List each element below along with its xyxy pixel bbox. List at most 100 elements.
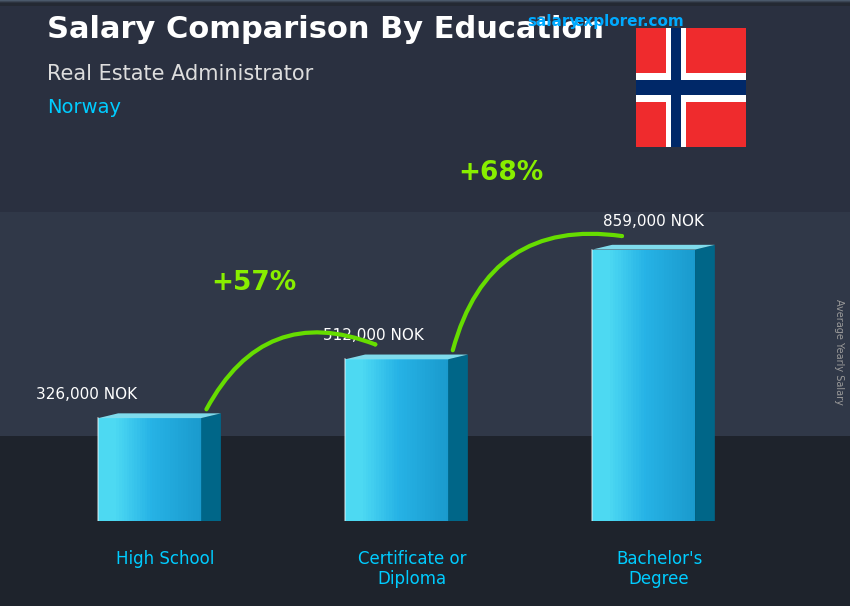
Bar xyxy=(0,2,850,5)
Bar xyxy=(0,1,850,4)
Bar xyxy=(0,1,850,4)
Bar xyxy=(109,418,111,521)
Bar xyxy=(0,1,850,4)
Text: 512,000 NOK: 512,000 NOK xyxy=(323,328,423,344)
Bar xyxy=(0,1,850,4)
Bar xyxy=(0,2,850,5)
Bar xyxy=(0,0,850,3)
Bar xyxy=(0,3,850,6)
Bar xyxy=(0,1,850,4)
Bar xyxy=(412,359,415,521)
Bar xyxy=(366,359,369,521)
Bar xyxy=(101,418,104,521)
Bar xyxy=(0,2,850,5)
Bar xyxy=(0,1,850,4)
Bar xyxy=(0,2,850,5)
Polygon shape xyxy=(592,245,715,250)
Bar xyxy=(0,2,850,5)
Bar xyxy=(0,2,850,5)
Bar xyxy=(0,3,850,6)
Bar xyxy=(0,1,850,4)
Bar xyxy=(132,418,135,521)
Bar xyxy=(0,1,850,4)
Bar xyxy=(670,250,672,521)
Bar xyxy=(114,418,116,521)
Bar xyxy=(0,3,850,6)
Bar xyxy=(0,1,850,4)
Bar xyxy=(675,250,677,521)
Bar xyxy=(0,2,850,5)
Bar xyxy=(0,0,850,3)
Bar xyxy=(0,1,850,4)
Bar xyxy=(0,1,850,4)
Bar xyxy=(0,1,850,4)
Bar xyxy=(680,250,683,521)
Bar xyxy=(374,359,377,521)
Bar xyxy=(0,2,850,5)
Bar xyxy=(0,1,850,4)
Bar xyxy=(0,2,850,5)
Bar xyxy=(0,1,850,4)
Bar xyxy=(0,2,850,5)
Bar xyxy=(0,2,850,5)
Bar xyxy=(116,418,119,521)
Bar xyxy=(0,1,850,4)
Bar xyxy=(0,1,850,4)
Bar xyxy=(618,250,621,521)
Bar xyxy=(0,1,850,4)
Bar xyxy=(0,1,850,4)
Bar xyxy=(175,418,178,521)
Bar xyxy=(0,0,850,3)
Bar xyxy=(0,1,850,4)
Bar xyxy=(646,250,649,521)
Bar xyxy=(666,250,670,521)
Bar xyxy=(0,2,850,5)
Bar xyxy=(0,3,850,6)
Bar xyxy=(139,418,143,521)
Bar xyxy=(0,1,850,4)
Bar xyxy=(152,418,156,521)
Bar xyxy=(0,2,850,5)
Bar xyxy=(137,418,140,521)
Bar xyxy=(0,1,850,4)
Bar xyxy=(0,2,850,5)
Bar xyxy=(0,2,850,5)
Bar xyxy=(0,2,850,5)
Bar xyxy=(410,359,412,521)
Bar xyxy=(0,3,850,6)
Bar xyxy=(608,250,610,521)
Bar xyxy=(0,0,850,3)
Bar xyxy=(0,1,850,4)
Text: Bachelor's
Degree: Bachelor's Degree xyxy=(616,550,702,588)
Bar xyxy=(0,2,850,5)
Bar xyxy=(180,418,184,521)
Bar xyxy=(0,1,850,4)
Bar xyxy=(348,359,351,521)
Bar xyxy=(0,2,850,5)
Bar xyxy=(0,1,850,4)
Bar xyxy=(0,0,850,3)
Bar xyxy=(160,418,163,521)
Bar xyxy=(0,2,850,5)
Bar xyxy=(377,359,379,521)
Bar xyxy=(641,250,644,521)
Bar xyxy=(0,2,850,5)
Bar xyxy=(0,1,850,4)
Bar xyxy=(155,418,158,521)
Bar xyxy=(363,359,366,521)
Bar xyxy=(438,359,441,521)
Bar xyxy=(615,250,619,521)
Bar xyxy=(0,1,850,4)
Bar xyxy=(0,1,850,4)
Bar xyxy=(0,1,850,4)
Bar xyxy=(623,250,626,521)
Bar xyxy=(0,3,850,6)
Bar xyxy=(651,250,654,521)
Bar xyxy=(0,1,850,4)
Polygon shape xyxy=(695,245,715,521)
Bar xyxy=(0,2,850,5)
Bar xyxy=(613,250,616,521)
Bar xyxy=(0,1,850,4)
Bar xyxy=(0,2,850,5)
Bar xyxy=(677,250,680,521)
